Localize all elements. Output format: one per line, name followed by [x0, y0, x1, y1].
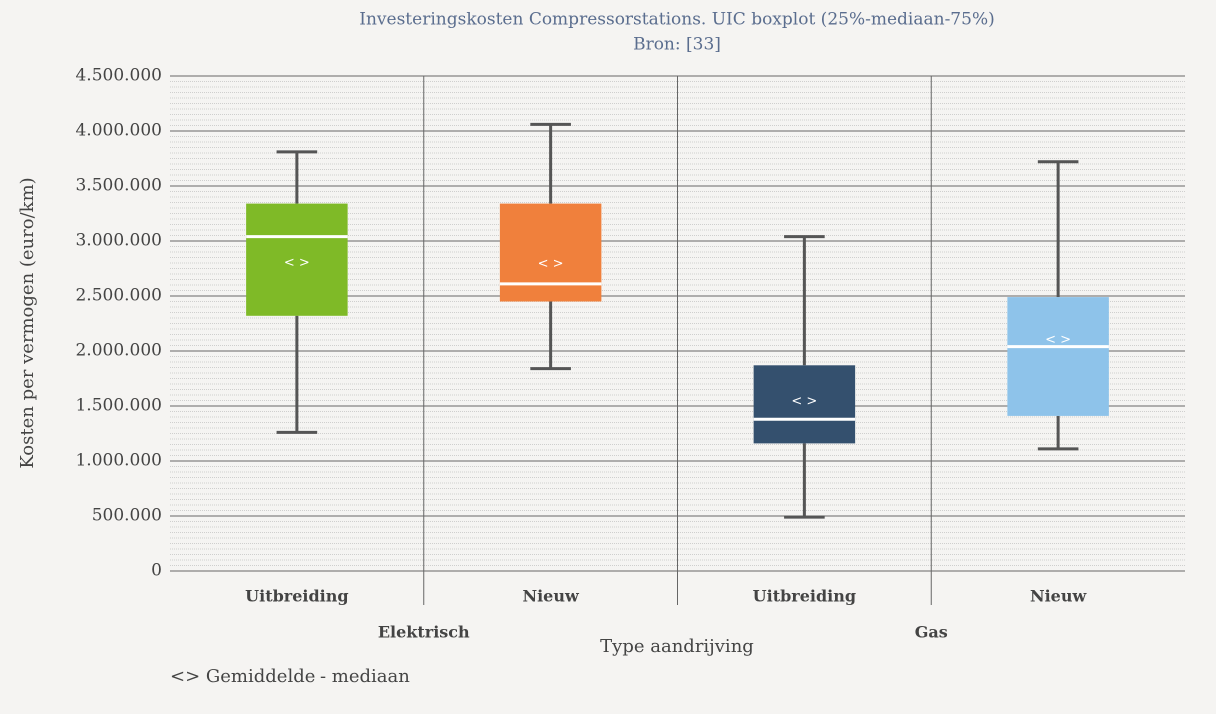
group-label: Gas — [915, 623, 948, 642]
y-tick-label: 3.500.000 — [75, 176, 162, 196]
box — [753, 365, 856, 444]
box — [499, 203, 602, 302]
legend-mean: <> Gemiddelde — [170, 666, 315, 687]
mean-marker: < > — [791, 394, 817, 409]
y-axis-label: Kosten per vermogen (euro/km) — [17, 177, 38, 468]
y-tick-label: 500.000 — [92, 506, 162, 526]
y-tick-label: 2.500.000 — [75, 286, 162, 306]
y-tick-label: 0 — [151, 561, 162, 581]
x-tick-label: Uitbreiding — [245, 587, 348, 606]
y-tick-label: 2.000.000 — [75, 341, 162, 361]
mean-marker: < > — [1045, 333, 1071, 348]
y-tick-label: 1.500.000 — [75, 396, 162, 416]
chart-title: Investeringskosten Compressorstations. U… — [359, 10, 994, 30]
group-label: Elektrisch — [378, 623, 470, 642]
chart-subtitle: Bron: [33] — [633, 35, 721, 55]
x-axis-label: Type aandrijving — [600, 636, 754, 657]
mean-marker: < > — [284, 256, 310, 271]
x-tick-label: Uitbreiding — [753, 587, 856, 606]
box — [246, 203, 348, 316]
x-tick-label: Nieuw — [1030, 587, 1088, 606]
y-tick-label: 4.000.000 — [75, 121, 162, 141]
y-tick-label: 3.000.000 — [75, 231, 162, 251]
box — [1007, 297, 1109, 416]
y-tick-label: 1.000.000 — [75, 451, 162, 471]
legend-median: - mediaan — [320, 666, 410, 687]
y-tick-label: 4.500.000 — [75, 66, 162, 86]
mean-marker: < > — [538, 257, 564, 272]
x-tick-label: Nieuw — [522, 587, 580, 606]
